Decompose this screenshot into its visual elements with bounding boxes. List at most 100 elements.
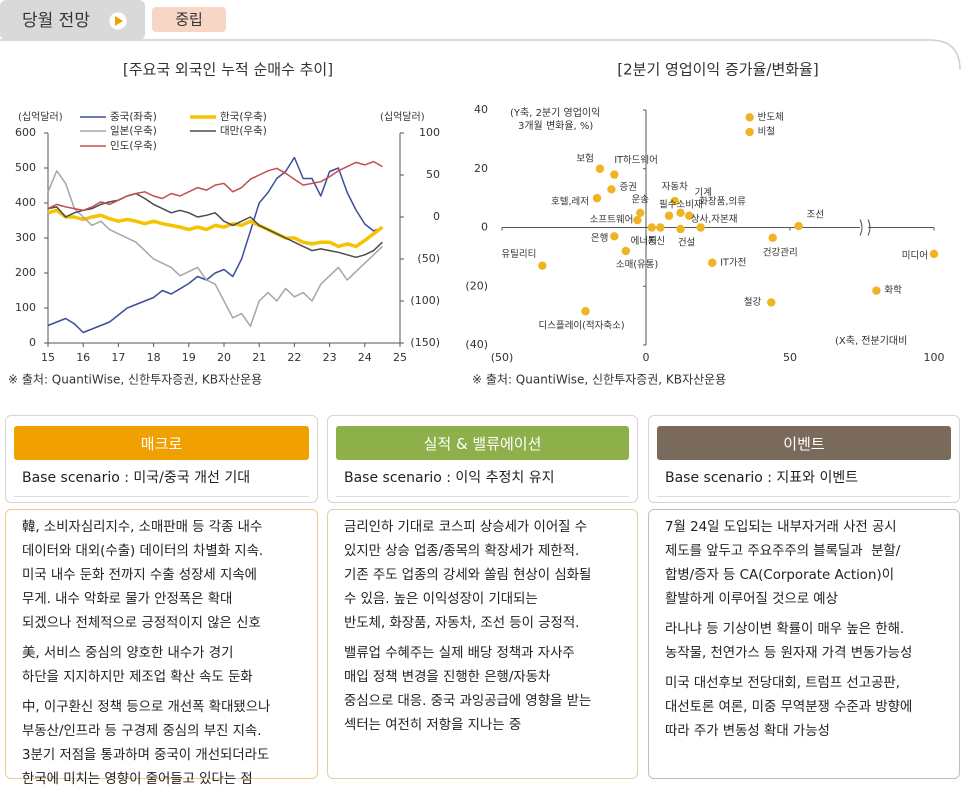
point-label: 미디어 — [902, 250, 928, 261]
panel-header: 실적 & 밸류에이션 Base scenario : 이익 추정치 유지 — [327, 415, 638, 503]
text-line: 한국에 미치는 영향이 줄어들고 있다는 점 — [22, 772, 253, 787]
y2-tick-label: 50 — [426, 168, 440, 181]
series-line — [47, 192, 383, 259]
scatter-point — [929, 249, 939, 259]
text-line: 합병/증자 등 CA(Corporate Action)이 — [665, 568, 895, 583]
x-tick-label: 22 — [287, 351, 301, 364]
scatter-point — [745, 113, 754, 122]
scatter-point — [656, 223, 665, 232]
point-label: 유틸리티 — [501, 248, 536, 260]
x-tick-label: 17 — [111, 351, 125, 364]
paragraph: 韓, 소비자심리지수, 소매판매 등 각종 내수 데이터와 대외(수출) 데이터의… — [22, 516, 307, 636]
legend-label: 일본(우축) — [110, 124, 157, 137]
x-tick-label: 25 — [393, 351, 407, 364]
text-line: 활발하게 이루어질 것으로 예상 — [665, 592, 838, 607]
point-label: 소프트웨어 — [590, 214, 634, 226]
text-line: 기존 주도 업종의 강세와 쏠림 현상이 심화될 — [344, 568, 592, 583]
header-tab — [0, 0, 145, 40]
text-line: 반도체, 화장품, 자동차, 조선 등이 긍정적. — [344, 616, 580, 631]
point-label: 건설 — [678, 237, 695, 248]
paragraph: 미국 대선후보 전당대회, 트럼프 선고공판, 대선토론 여론, 미중 무역분쟁 … — [665, 672, 949, 744]
text-line: 미국 대선후보 전당대회, 트럼프 선고공판, — [665, 676, 900, 691]
legend-label: 대만(우축) — [220, 125, 267, 137]
point-label: 기계 — [695, 186, 712, 198]
y-axis-label: (십억달러) — [18, 111, 63, 123]
point-label: 디스플레이(적자축소) — [538, 320, 624, 332]
point-label: 조선 — [807, 210, 824, 221]
x-tick-label: 50 — [783, 351, 797, 364]
point-label: 보험 — [576, 153, 593, 164]
scatter-point — [696, 223, 705, 232]
point-label: 화학 — [884, 285, 902, 296]
x-axis-label: (X축, 전분기대비 — [835, 335, 907, 347]
scatter-point — [636, 208, 645, 218]
text-line: 3분기 저점을 통과하며 중국이 개선되더라도 — [22, 748, 270, 763]
point-label: IT가전 — [720, 257, 746, 268]
panel-title: 매크로 — [14, 426, 309, 460]
x-tick-label: 24 — [358, 351, 372, 364]
scatter-point — [670, 196, 679, 206]
x-tick-label: 23 — [323, 351, 337, 364]
x-tick-label: 0 — [643, 351, 650, 364]
x-tick-label: 20 — [217, 351, 231, 364]
y-tick-label: 200 — [15, 266, 36, 279]
scatter-point — [767, 298, 776, 307]
text-line: 되겠으나 전체적으로 긍정적이지 않은 신호 — [22, 616, 261, 631]
point-label: 호텔,레저 — [551, 196, 589, 208]
y2-tick-label: (50) — [417, 252, 440, 265]
point-label: 은행 — [591, 232, 608, 244]
y-tick-label: 100 — [15, 301, 36, 314]
text-line: 수 있음. 높은 이익성장이 기대되는 — [344, 592, 538, 607]
scatter-point — [794, 221, 803, 231]
header-rule — [0, 39, 961, 71]
point-label: IT하드웨어 — [614, 154, 658, 166]
y-tick-label: 500 — [15, 161, 36, 174]
play-icon-arrow — [115, 16, 123, 26]
y2-tick-label: (100) — [410, 294, 440, 307]
y2-tick-label: 0 — [433, 210, 440, 223]
scatter-point — [592, 193, 602, 203]
y-tick-label: (20) — [465, 279, 488, 292]
paragraph: 라나냐 등 기상이변 확률이 매우 높은 한해. 농작물, 천연가스 등 원자재 … — [665, 618, 949, 666]
y-tick-label: 400 — [15, 196, 36, 209]
y-tick-label: 600 — [15, 126, 36, 139]
scatter-point — [607, 185, 616, 194]
y-tick-label: 20 — [474, 162, 488, 175]
x-tick-label: (50) — [491, 351, 514, 364]
paragraph: 금리인하 기대로 코스피 상승세가 이어질 수 있지만 상승 업종/종목의 확장세… — [344, 516, 627, 636]
text-line: 대선토론 여론, 미중 무역분쟁 수준과 방향에 — [665, 700, 913, 715]
series-line — [47, 160, 383, 212]
legend-label: 인도(우축) — [110, 140, 157, 152]
y2-axis-label: (십억달러) — [380, 111, 425, 123]
y-tick-label: 300 — [15, 231, 36, 244]
y-tick-label: 0 — [29, 336, 36, 349]
legend-label: 중국(좌축) — [110, 111, 157, 123]
header-title: 당월 전망 — [22, 11, 90, 31]
y2-tick-label: (150) — [410, 336, 440, 349]
point-label: 자동차 — [662, 181, 688, 193]
scatter-point — [595, 164, 605, 173]
series-line — [47, 156, 383, 334]
x-tick-label: 18 — [147, 351, 161, 364]
axis-break — [859, 219, 871, 236]
paragraph: 美, 서비스 중심의 양호한 내수가 경기 하단을 지지하지만 제조업 확산 속도… — [22, 642, 307, 690]
x-tick-label: 19 — [182, 351, 196, 364]
scatter-point — [676, 208, 685, 218]
scatter-point — [664, 211, 674, 220]
point-label: 운송 — [631, 194, 649, 205]
point-label: 필수소비재 — [659, 198, 703, 210]
chart-title: [2분기 영업이익 증가율/변화율] — [617, 61, 818, 79]
text-line: 데이터와 대외(수출) 데이터의 차별화 지속. — [22, 544, 264, 559]
paragraph: 7월 24일 도입되는 내부자거래 사전 공시 제도를 앞두고 주요주주의 블록딜… — [665, 516, 949, 612]
x-tick-label: 16 — [76, 351, 90, 364]
y-tick-label: 0 — [481, 221, 488, 234]
x-tick-label: 15 — [41, 351, 55, 364]
text-line: 매입 정책 변경을 진행한 은행/자동차 — [344, 670, 551, 685]
text-line: 중심으로 대응. 중국 과잉공급에 영향을 받는 — [344, 694, 592, 709]
scatter-point — [610, 170, 619, 179]
point-label: 철강 — [744, 297, 762, 308]
text-line: 금리인하 기대로 코스피 상승세가 이어질 수 — [344, 520, 588, 535]
scatter-point — [745, 127, 754, 137]
point-label: 에너지 — [631, 236, 657, 247]
